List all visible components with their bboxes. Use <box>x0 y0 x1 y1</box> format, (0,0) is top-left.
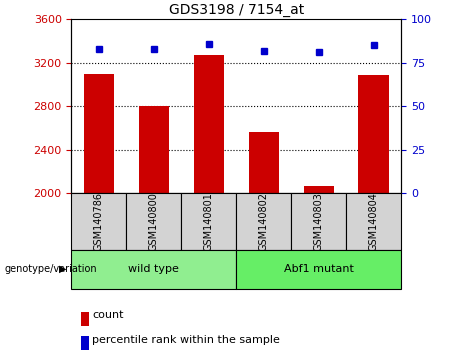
Text: wild type: wild type <box>129 264 179 274</box>
Text: genotype/variation: genotype/variation <box>5 264 97 274</box>
Title: GDS3198 / 7154_at: GDS3198 / 7154_at <box>169 3 304 17</box>
Text: GSM140786: GSM140786 <box>94 192 104 251</box>
Bar <box>236 193 291 250</box>
Bar <box>236 250 401 289</box>
Bar <box>346 193 401 250</box>
Bar <box>181 193 236 250</box>
Bar <box>71 193 126 250</box>
Text: GSM140801: GSM140801 <box>204 192 214 251</box>
Bar <box>194 55 224 193</box>
Text: GSM140802: GSM140802 <box>259 192 269 251</box>
Bar <box>291 193 346 250</box>
Bar <box>84 74 114 193</box>
Text: count: count <box>92 310 124 320</box>
Bar <box>71 250 236 289</box>
Text: Abf1 mutant: Abf1 mutant <box>284 264 354 274</box>
Bar <box>248 132 279 193</box>
Bar <box>303 187 334 193</box>
Bar <box>139 106 169 193</box>
Text: GSM140804: GSM140804 <box>369 192 378 251</box>
Bar <box>126 193 181 250</box>
Bar <box>359 75 389 193</box>
Text: GSM140800: GSM140800 <box>149 192 159 251</box>
Text: percentile rank within the sample: percentile rank within the sample <box>92 335 280 345</box>
Text: ▶: ▶ <box>59 264 67 274</box>
Text: GSM140803: GSM140803 <box>313 192 324 251</box>
